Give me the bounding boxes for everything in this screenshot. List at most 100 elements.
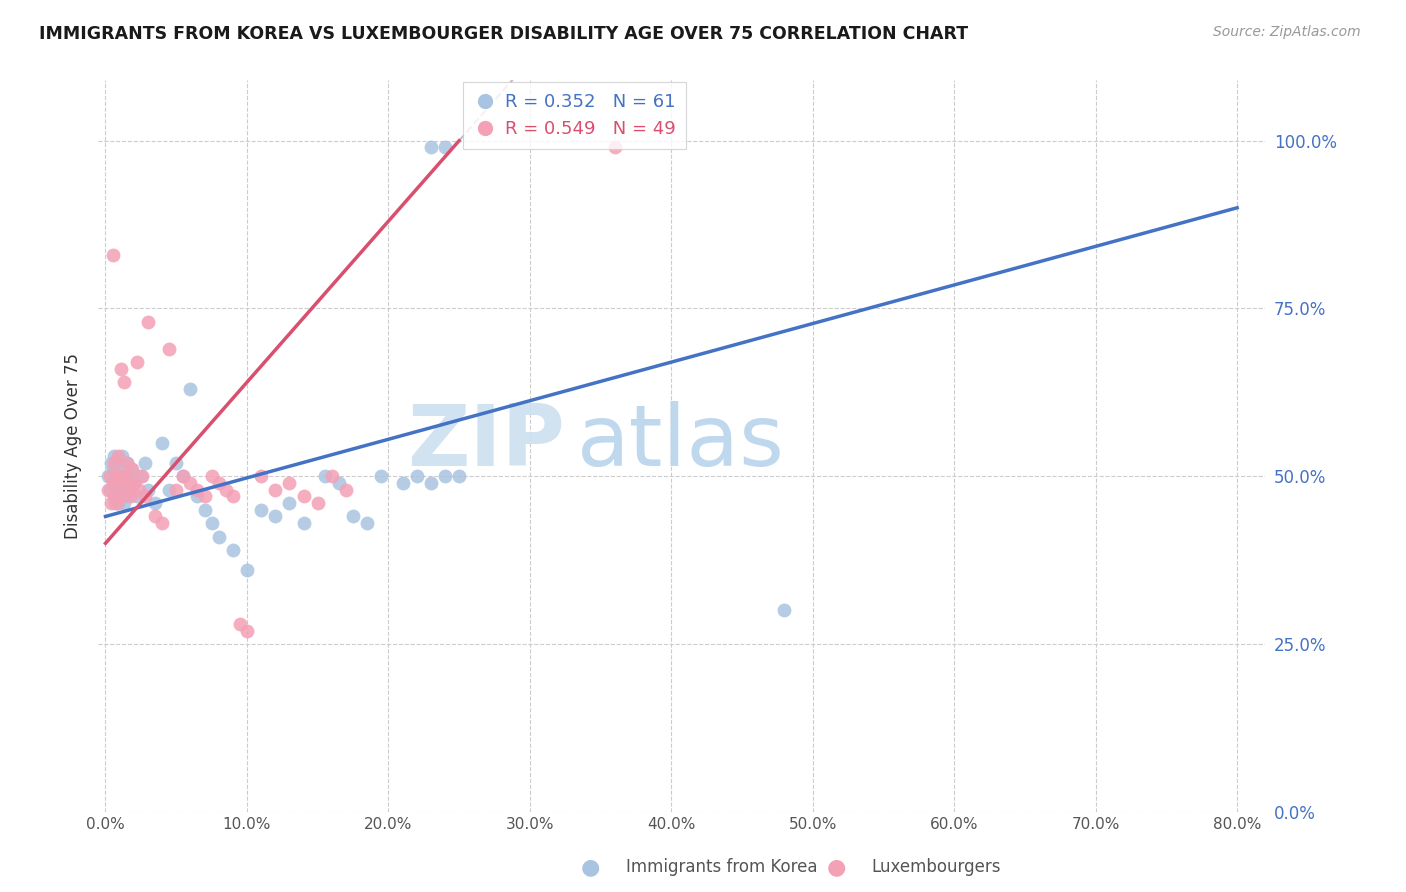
Point	[103, 475, 125, 490]
Point	[150, 516, 173, 531]
Point	[179, 475, 201, 490]
Text: ●: ●	[827, 857, 846, 877]
Point	[121, 462, 143, 476]
Text: Immigrants from Korea: Immigrants from Korea	[626, 858, 817, 876]
Point	[419, 475, 441, 490]
Text: Luxembourgers: Luxembourgers	[872, 858, 1001, 876]
Point	[108, 475, 131, 490]
Point	[186, 483, 208, 497]
Point	[229, 616, 252, 631]
Point	[157, 483, 180, 497]
Point	[115, 456, 138, 470]
Point	[165, 483, 187, 497]
Point	[97, 469, 120, 483]
Point	[105, 483, 128, 497]
Point	[98, 483, 121, 497]
Point	[107, 469, 129, 483]
Point	[111, 489, 134, 503]
Point	[125, 355, 148, 369]
Point	[103, 449, 125, 463]
Point	[250, 469, 273, 483]
Point	[103, 489, 125, 503]
Point	[134, 489, 156, 503]
Point	[215, 483, 238, 497]
Point	[157, 342, 180, 356]
Point	[101, 475, 124, 490]
Point	[222, 543, 245, 558]
Point	[200, 469, 222, 483]
Point	[118, 475, 141, 490]
Point	[103, 456, 125, 470]
Point	[136, 483, 159, 497]
Y-axis label: Disability Age Over 75: Disability Age Over 75	[65, 353, 83, 539]
Point	[115, 456, 138, 470]
Point	[104, 469, 127, 483]
Point	[342, 509, 364, 524]
Point	[110, 361, 132, 376]
Point	[104, 496, 127, 510]
Point	[236, 624, 259, 638]
Point	[172, 469, 194, 483]
Point	[111, 449, 134, 463]
Point	[292, 489, 315, 503]
Text: ZIP: ZIP	[408, 401, 565, 483]
Point	[391, 475, 413, 490]
Point	[122, 475, 145, 490]
Point	[405, 469, 427, 483]
Point	[112, 376, 135, 390]
Point	[114, 475, 136, 490]
Point	[278, 496, 301, 510]
Point	[433, 469, 456, 483]
Point	[110, 483, 132, 497]
Text: ●: ●	[581, 857, 600, 877]
Point	[186, 489, 208, 503]
Point	[292, 516, 315, 531]
Point	[134, 456, 156, 470]
Point	[115, 489, 138, 503]
Point	[200, 516, 222, 531]
Point	[433, 140, 456, 154]
Point	[125, 489, 148, 503]
Point	[108, 475, 131, 490]
Point	[114, 469, 136, 483]
Point	[118, 483, 141, 497]
Point	[335, 483, 357, 497]
Point	[129, 469, 152, 483]
Point	[120, 462, 142, 476]
Point	[321, 469, 343, 483]
Point	[108, 462, 131, 476]
Point	[131, 469, 153, 483]
Point	[136, 315, 159, 329]
Point	[179, 382, 201, 396]
Point	[108, 469, 131, 483]
Point	[112, 496, 135, 510]
Point	[314, 469, 336, 483]
Legend: R = 0.352   N = 61, R = 0.549   N = 49: R = 0.352 N = 61, R = 0.549 N = 49	[464, 82, 686, 149]
Point	[107, 496, 129, 510]
Point	[117, 483, 139, 497]
Point	[208, 530, 231, 544]
Point	[100, 456, 122, 470]
Point	[105, 496, 128, 510]
Point	[143, 496, 166, 510]
Point	[101, 248, 124, 262]
Point	[250, 502, 273, 516]
Point	[122, 475, 145, 490]
Point	[193, 489, 215, 503]
Point	[307, 496, 329, 510]
Point	[128, 483, 150, 497]
Point	[449, 469, 471, 483]
Text: IMMIGRANTS FROM KOREA VS LUXEMBOURGER DISABILITY AGE OVER 75 CORRELATION CHART: IMMIGRANTS FROM KOREA VS LUXEMBOURGER DI…	[39, 25, 969, 43]
Point	[264, 483, 287, 497]
Point	[98, 469, 121, 483]
Point	[112, 469, 135, 483]
Point	[105, 456, 128, 470]
Point	[97, 483, 120, 497]
Point	[278, 475, 301, 490]
Point	[356, 516, 378, 531]
Point	[264, 509, 287, 524]
Text: Source: ZipAtlas.com: Source: ZipAtlas.com	[1213, 25, 1361, 39]
Point	[193, 502, 215, 516]
Point	[105, 469, 128, 483]
Point	[328, 475, 350, 490]
